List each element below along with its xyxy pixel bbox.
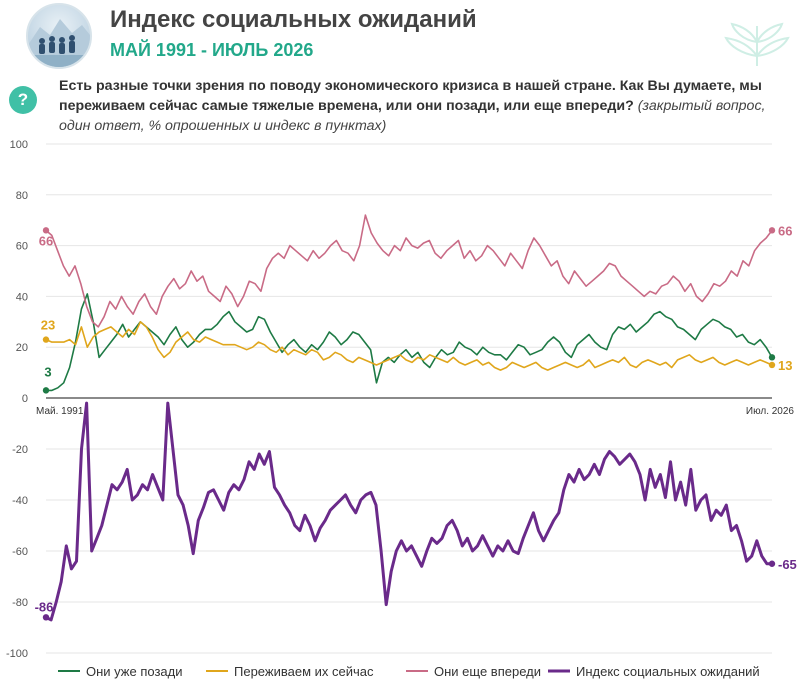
- series-line-now: [45, 321, 773, 371]
- question-note: (закрытый вопрос, один ответ, % опрошенн…: [59, 98, 766, 134]
- y-tick-label-upper: 100: [10, 139, 28, 151]
- x-start-label: Май. 1991: [36, 406, 84, 417]
- series-start-point-ahead: [42, 227, 50, 234]
- data-label-start-behind: 3: [44, 364, 51, 379]
- y-tick-label-upper: 20: [16, 342, 28, 354]
- series-end-point-now: [768, 361, 776, 369]
- leaf-decoration-icon: [724, 22, 790, 66]
- legend-label-behind: Они уже позади: [86, 664, 183, 679]
- series-start-point-behind: [42, 387, 50, 394]
- page-subtitle: МАЙ 1991 - ИЮЛЬ 2026: [110, 40, 314, 60]
- chart: 0 20 40 60 80 100 -100 -80 -60 -40 -20 Май. 1991 Июл…: [6, 139, 797, 679]
- series-end-point-ahead: [768, 227, 776, 234]
- y-tick-label-upper: 80: [16, 190, 28, 202]
- question-text: Есть разные точки зрения по поводу эконо…: [59, 76, 794, 136]
- y-tick-label-lower: -20: [12, 444, 28, 456]
- question-icon: ?: [9, 86, 37, 114]
- page-title: Индекс социальных ожиданий: [110, 6, 477, 33]
- question-main: Есть разные точки зрения по поводу эконо…: [59, 78, 762, 114]
- series-start-point-index: [42, 614, 50, 621]
- data-label-end-index: -65: [778, 557, 797, 572]
- y-tick-label-lower: -40: [12, 495, 28, 507]
- y-tick-label-lower: -100: [6, 648, 28, 660]
- data-label-end-ahead: 66: [778, 223, 792, 238]
- series-line-behind: [45, 293, 773, 392]
- series-end-point-behind: [768, 354, 776, 361]
- x-end-label: Июл. 2026: [746, 406, 795, 417]
- series-line-index: [44, 401, 774, 622]
- logo: [26, 3, 92, 69]
- data-label-start-now: 23: [41, 318, 55, 333]
- legend-label-index: Индекс социальных ожиданий: [576, 664, 760, 679]
- legend-label-now: Переживаем их сейчас: [234, 664, 374, 679]
- series-start-point-now: [42, 336, 50, 343]
- y-tick-label-lower: -80: [12, 597, 28, 609]
- series-line-ahead: [45, 214, 773, 328]
- legend-label-ahead: Они еще впереди: [434, 664, 541, 679]
- y-tick-label-upper: 0: [22, 393, 28, 405]
- y-tick-label-upper: 40: [16, 291, 28, 303]
- series-end-point-index: [768, 560, 776, 567]
- data-label-start-index: -86: [35, 599, 54, 614]
- y-tick-label-upper: 60: [16, 241, 28, 253]
- y-tick-label-lower: -60: [12, 546, 28, 558]
- page-header: Индекс социальных ожиданий МАЙ 1991 - ИЮ…: [0, 0, 800, 70]
- data-label-start-ahead: 66: [39, 233, 53, 248]
- data-label-end-now: 13: [778, 358, 792, 373]
